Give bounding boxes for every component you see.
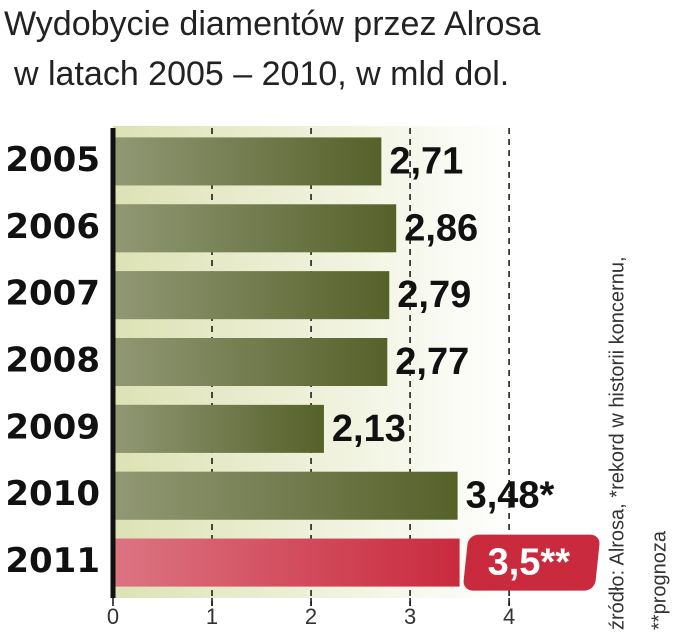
value-label: 2,86: [404, 207, 478, 249]
source: źródło: Alrosa, *rekord w historii konce…: [606, 257, 628, 631]
bar-shine: [113, 137, 382, 186]
bar-shine: [113, 538, 460, 587]
value-label-box: [463, 534, 600, 591]
y-tick-label: 2006: [5, 207, 100, 247]
bar-shine: [113, 404, 324, 453]
bar-shine: [113, 471, 458, 520]
value-label: 3,5**: [488, 542, 571, 584]
y-tick-label: 2009: [5, 407, 100, 447]
x-tick-label: 4: [503, 604, 515, 629]
chart-title: Wydobycie diamentów przez Alrosa: [4, 5, 540, 43]
y-tick-label: 2007: [5, 274, 100, 314]
value-label: 2,13: [332, 408, 406, 450]
y-tick-label: 2008: [5, 341, 100, 381]
y-tick-label: 2010: [5, 474, 100, 514]
y-tick-label: 2011: [5, 541, 100, 581]
value-label: 2,79: [397, 274, 471, 316]
bar-shine: [113, 338, 388, 386]
bar-shine: [113, 204, 397, 253]
note: **prognoza: [648, 530, 670, 630]
x-tick-label: 3: [404, 604, 416, 629]
value-label: 2,71: [389, 140, 463, 182]
bar-shine: [113, 271, 390, 320]
value-label: 3,48*: [466, 475, 555, 517]
value-label: 2,77: [395, 341, 469, 383]
x-tick-label: 1: [206, 604, 218, 629]
chart-subtitle: w latach 2005 – 2010, w mld dol.: [13, 55, 509, 93]
x-tick-label: 0: [107, 604, 119, 629]
x-tick-label: 2: [305, 604, 317, 629]
y-tick-label: 2005: [5, 140, 100, 180]
